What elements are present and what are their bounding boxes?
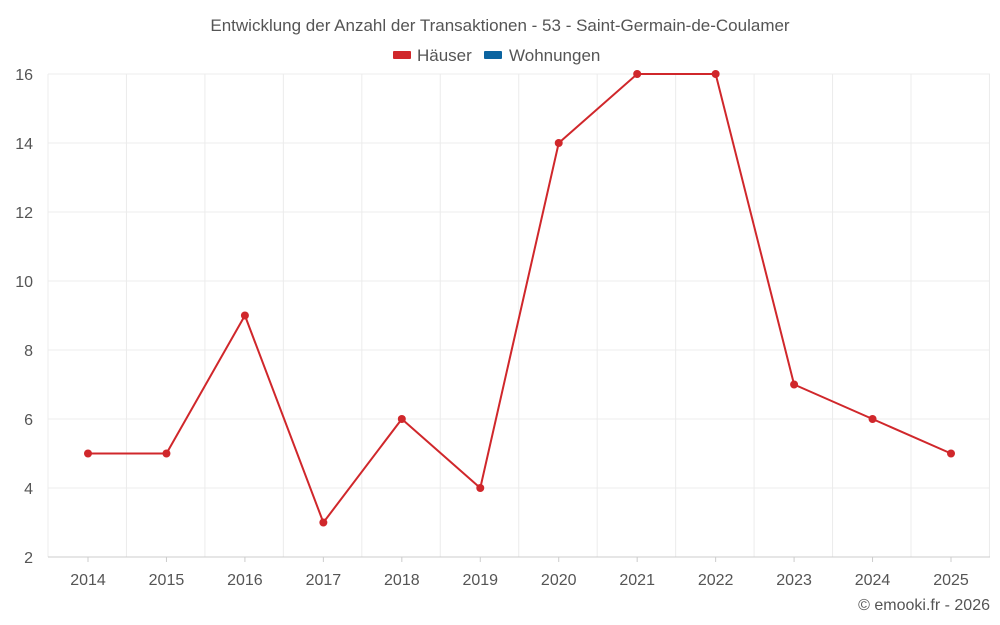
chart-title: Entwicklung der Anzahl der Transaktionen… — [210, 16, 790, 35]
x-tick-label: 2024 — [855, 572, 891, 589]
data-point[interactable] — [476, 484, 485, 492]
data-point[interactable] — [711, 70, 720, 78]
data-point[interactable] — [319, 518, 328, 527]
data-point[interactable] — [240, 311, 249, 320]
data-point[interactable] — [397, 415, 406, 423]
y-tick-label: 8 — [24, 343, 33, 360]
data-point[interactable] — [554, 139, 563, 147]
legend-item-wohnungen[interactable]: Wohnungen — [484, 46, 600, 65]
x-tick-label: 2021 — [619, 572, 655, 589]
legend: Häuser Wohnungen — [393, 46, 600, 65]
legend-label-haeuser: Häuser — [417, 46, 472, 65]
series-layer — [84, 70, 955, 527]
data-point[interactable] — [947, 449, 955, 458]
legend-label-wohnungen: Wohnungen — [509, 46, 600, 65]
x-tick-label: 2015 — [149, 572, 185, 589]
x-tick-label: 2023 — [776, 572, 812, 589]
y-tick-label: 14 — [15, 136, 33, 153]
data-point[interactable] — [84, 449, 92, 458]
x-tick-label: 2022 — [698, 572, 734, 589]
x-tick-label: 2017 — [306, 572, 342, 589]
y-tick-label: 16 — [15, 67, 33, 84]
data-point[interactable] — [162, 449, 171, 458]
x-tick-label: 2019 — [462, 572, 498, 589]
data-point[interactable] — [633, 70, 642, 78]
legend-swatch-haeuser — [393, 51, 411, 59]
series-line-0 — [88, 73, 952, 524]
y-tick-label: 4 — [24, 481, 33, 498]
legend-swatch-wohnungen — [484, 51, 502, 59]
y-tick-label: 12 — [15, 205, 33, 222]
x-tick-label: 2025 — [933, 572, 969, 589]
x-axis: 2014 2015 2016 2017 2018 2019 2020 2021 2022 2023… — [48, 556, 990, 589]
legend-item-haeuser[interactable]: Häuser — [393, 46, 472, 65]
credit-text: © emooki.fr - 2026 — [858, 597, 990, 614]
x-tick-label: 2018 — [384, 572, 420, 589]
x-tick-label: 2016 — [227, 572, 263, 589]
y-tick-label: 6 — [24, 412, 33, 429]
data-point[interactable] — [868, 415, 877, 423]
y-tick-label: 2 — [24, 550, 33, 567]
x-tick-label: 2020 — [541, 572, 577, 589]
y-tick-label: 10 — [15, 274, 33, 291]
data-point[interactable] — [790, 380, 799, 389]
y-axis: 2 4 6 8 10 12 14 16 — [15, 67, 33, 567]
x-tick-label: 2014 — [70, 572, 106, 589]
